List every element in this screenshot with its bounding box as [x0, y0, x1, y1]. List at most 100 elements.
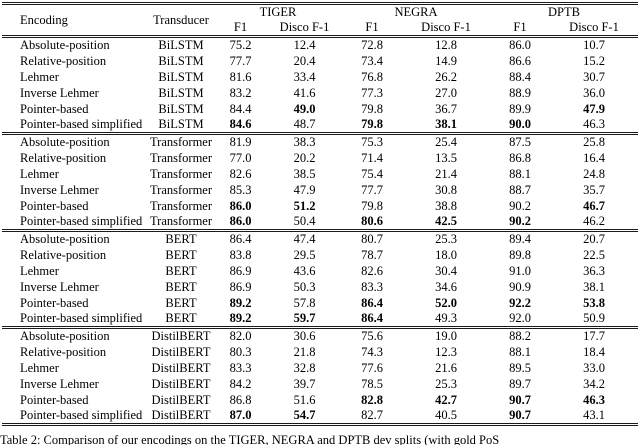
- value-cell: 12.8: [435, 38, 457, 52]
- transducer-cell: BiLSTM: [158, 38, 204, 52]
- value-cell: 85.3: [229, 182, 252, 197]
- col-header-tiger-disco-f1: Disco F-1: [279, 20, 330, 34]
- transducer-block-bilstm: Absolute-position BiLSTM 75.2 12.4 72.8 12.8 8…: [2, 37, 638, 134]
- encoding-cell: Lehmer: [20, 263, 59, 278]
- value-cell: 51.6: [293, 392, 316, 407]
- col-group-tiger: TIGER: [259, 5, 297, 19]
- value-cell: 80.7: [361, 232, 383, 246]
- encoding-cell: Lehmer: [20, 69, 59, 84]
- value-cell: 81.6: [229, 69, 252, 84]
- value-cell: 77.0: [229, 150, 252, 165]
- value-cell: 82.8: [361, 392, 383, 407]
- value-cell: 86.9: [229, 279, 252, 294]
- encoding-cell: Inverse Lehmer: [20, 182, 99, 197]
- value-cell: 53.8: [583, 295, 605, 310]
- transducer-cell: Transformer: [149, 198, 213, 213]
- col-header-tiger-f1: F1: [233, 20, 248, 34]
- value-cell: 13.5: [435, 150, 457, 165]
- value-cell: 87.0: [229, 408, 252, 422]
- value-cell: 25.4: [435, 135, 457, 149]
- value-cell: 38.1: [583, 279, 605, 294]
- value-cell: 50.3: [293, 279, 316, 294]
- value-cell: 43.1: [583, 408, 605, 422]
- transducer-cell: Transformer: [149, 135, 213, 149]
- value-cell: 90.2: [509, 214, 531, 228]
- col-header-dptb-f1: F1: [513, 20, 527, 34]
- transducer-cell: BiLSTM: [158, 69, 204, 84]
- value-cell: 26.2: [435, 69, 457, 84]
- table-row: Absolute-position DistilBERT 82.0 30.6 75.6 1…: [2, 328, 638, 345]
- value-cell: 21.6: [435, 360, 457, 375]
- value-cell: 12.3: [435, 344, 457, 359]
- header-group-row: Encoding Transducer TIGER NEGRA DPTB: [2, 4, 638, 27]
- transducer-cell: BERT: [165, 263, 197, 278]
- value-cell: 38.8: [435, 198, 457, 213]
- transducer-cell: BERT: [165, 232, 197, 246]
- value-cell: 89.5: [509, 360, 531, 375]
- value-cell: 82.7: [361, 408, 383, 422]
- value-cell: 89.2: [229, 295, 252, 310]
- transducer-cell: DistilBERT: [151, 329, 211, 343]
- value-cell: 82.6: [229, 166, 252, 181]
- value-cell: 24.8: [583, 166, 605, 181]
- value-cell: 20.2: [293, 150, 316, 165]
- transducer-cell: DistilBERT: [151, 360, 211, 375]
- value-cell: 88.7: [509, 182, 531, 197]
- transducer-cell: BiLSTM: [158, 117, 204, 131]
- encoding-cell: Absolute-position: [20, 232, 110, 246]
- transducer-cell: DistilBERT: [151, 408, 211, 422]
- table-row: Absolute-position Transformer 81.9 38.3 75.3…: [2, 134, 638, 151]
- encoding-cell: Relative-position: [20, 247, 107, 262]
- col-header-negra-f1: F1: [365, 20, 379, 34]
- table-row: Lehmer DistilBERT 83.3 32.8 77.6 21.6 89.5 33.0: [2, 360, 638, 376]
- value-cell: 21.4: [435, 166, 457, 181]
- value-cell: 88.1: [509, 344, 531, 359]
- table-row: Inverse Lehmer DistilBERT 84.2 39.7 78.5 25.3…: [2, 376, 638, 392]
- value-cell: 78.5: [361, 376, 383, 391]
- value-cell: 78.7: [361, 247, 383, 262]
- value-cell: 30.6: [293, 329, 316, 343]
- value-cell: 86.9: [229, 263, 252, 278]
- table-caption-partial: Table 2: Comparison of our encodings on …: [0, 433, 500, 445]
- value-cell: 38.5: [293, 166, 316, 181]
- value-cell: 79.8: [361, 198, 383, 213]
- col-group-negra: NEGRA: [394, 5, 438, 19]
- transducer-cell: DistilBERT: [151, 376, 211, 391]
- value-cell: 75.4: [361, 166, 383, 181]
- value-cell: 87.5: [509, 135, 531, 149]
- transducer-cell: BERT: [165, 247, 197, 262]
- col-header-dptb-disco-f1: Disco F-1: [569, 20, 619, 34]
- table-row: Inverse Lehmer BiLSTM 83.2 41.6 77.3 27.0 88.9…: [2, 85, 638, 101]
- value-cell: 49.0: [293, 101, 316, 116]
- value-cell: 76.8: [361, 69, 383, 84]
- value-cell: 86.4: [361, 311, 383, 325]
- encoding-cell: Inverse Lehmer: [20, 279, 99, 294]
- value-cell: 79.8: [361, 117, 383, 131]
- value-cell: 47.9: [583, 101, 605, 116]
- transducer-block-bert: Absolute-position BERT 86.4 47.4 80.7 25.3 89.…: [2, 230, 639, 328]
- value-cell: 16.4: [583, 150, 605, 165]
- value-cell: 34.6: [435, 279, 457, 294]
- value-cell: 39.7: [293, 376, 316, 391]
- value-cell: 27.0: [435, 85, 457, 100]
- value-cell: 18.0: [435, 247, 457, 262]
- value-cell: 12.4: [293, 38, 316, 52]
- value-cell: 89.4: [509, 232, 531, 246]
- value-cell: 86.0: [229, 214, 252, 228]
- value-cell: 17.7: [583, 329, 605, 343]
- value-cell: 33.0: [583, 360, 605, 375]
- value-cell: 10.7: [583, 38, 605, 52]
- table-row: Pointer-based simplified BiLSTM 84.6 48.7 79…: [2, 117, 638, 134]
- value-cell: 80.6: [361, 214, 383, 228]
- encoding-cell: Pointer-based simplified: [20, 214, 143, 228]
- transducer-cell: BiLSTM: [158, 101, 204, 116]
- value-cell: 84.2: [229, 376, 252, 391]
- value-cell: 77.3: [361, 85, 383, 100]
- transducer-cell: BERT: [165, 311, 197, 325]
- value-cell: 47.9: [293, 182, 316, 197]
- value-cell: 48.7: [293, 117, 316, 131]
- value-cell: 51.2: [293, 198, 316, 213]
- encoding-cell: Absolute-position: [20, 135, 110, 149]
- value-cell: 89.8: [509, 247, 531, 262]
